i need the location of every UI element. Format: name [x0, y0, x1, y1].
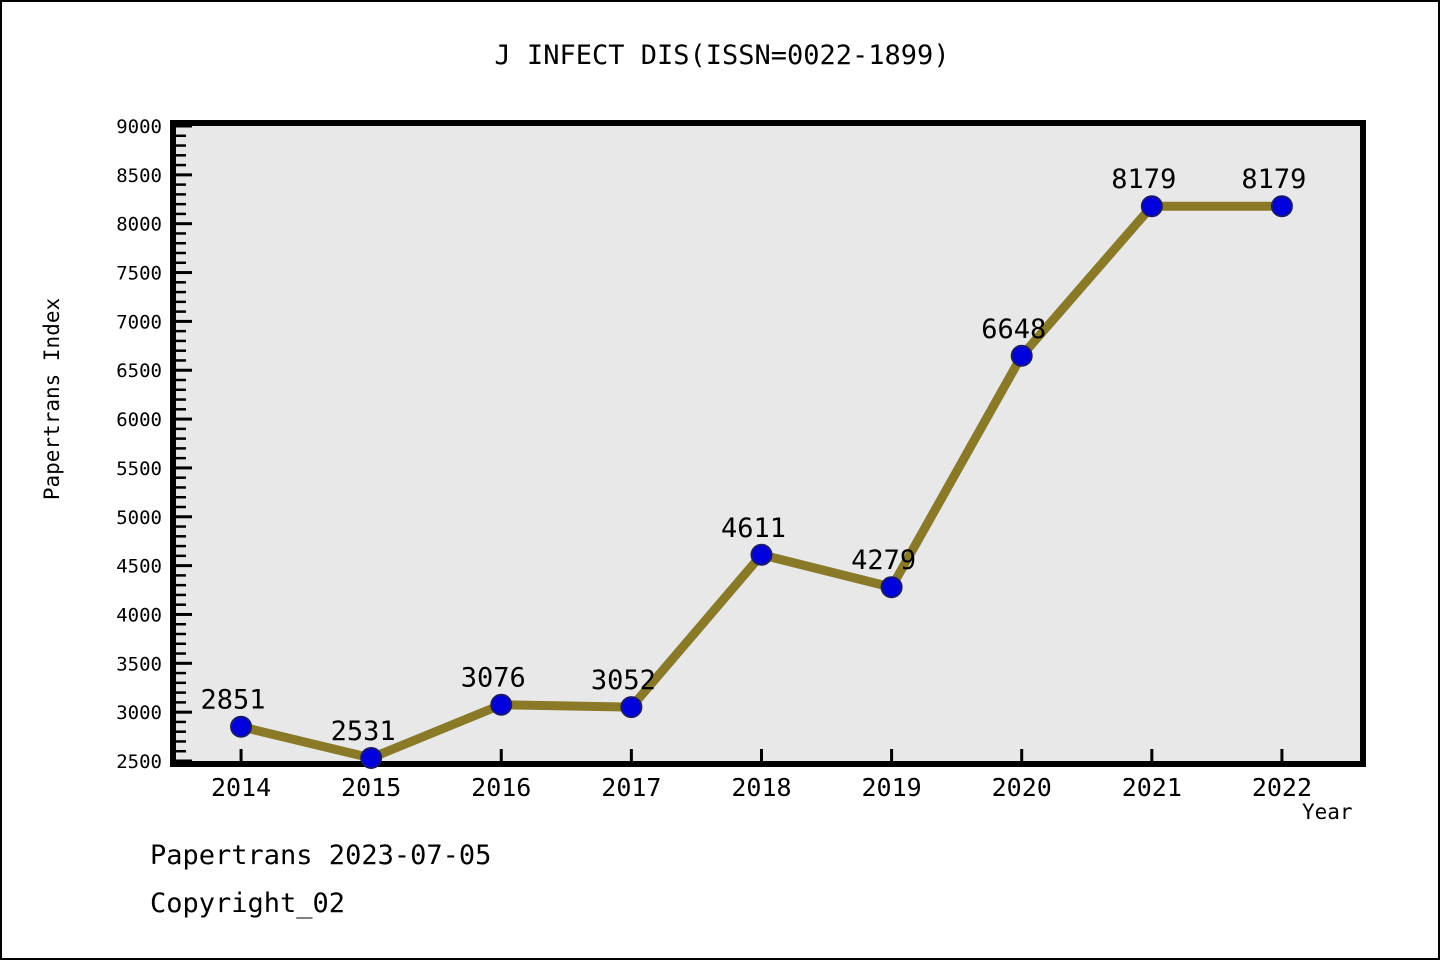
data-point-marker: [750, 543, 773, 566]
x-axis-label: Year: [1302, 800, 1353, 824]
y-tick-label: 6500: [116, 360, 162, 382]
y-axis-tick-labels: 2500 3000 3500 4000 4500 5000 5500 6000 6500 7000…: [116, 116, 162, 773]
x-tick-label: 2014: [211, 773, 271, 802]
data-point-marker: [1270, 195, 1293, 218]
y-tick-label: 5000: [116, 507, 162, 529]
data-point-value-label: 6648: [981, 314, 1046, 345]
y-tick-label: 4000: [116, 604, 162, 626]
chart-title: J INFECT DIS(ISSN=0022-1899): [494, 40, 950, 71]
data-point-marker: [880, 576, 903, 599]
data-point-marker: [1140, 195, 1163, 218]
x-tick-label: 2019: [861, 773, 921, 802]
x-tick-label: 2021: [1122, 773, 1182, 802]
y-tick-label: 9000: [116, 116, 162, 138]
y-axis-label: Papertrans Index: [40, 297, 64, 501]
data-point-value-label: 8179: [1111, 164, 1176, 195]
y-tick-label: 7500: [116, 263, 162, 285]
data-point-marker: [620, 696, 643, 719]
y-tick-label: 5500: [116, 458, 162, 480]
footer-date: Papertrans 2023-07-05: [150, 840, 492, 871]
y-tick-label: 8000: [116, 214, 162, 236]
series-markers: [230, 195, 1293, 769]
y-tick-label: 4500: [116, 556, 162, 578]
data-point-marker: [360, 746, 383, 769]
y-tick-label: 8500: [116, 165, 162, 187]
plot-area: [170, 120, 1366, 767]
x-tick-label: 2022: [1252, 773, 1312, 802]
x-tick-label: 2016: [471, 773, 531, 802]
x-tick-label: 2018: [731, 773, 791, 802]
data-point-value-label: 3052: [591, 665, 656, 696]
y-axis-ticks: [176, 124, 192, 763]
y-tick-label: 3000: [116, 702, 162, 724]
data-point-marker: [490, 693, 513, 716]
x-tick-label: 2017: [601, 773, 661, 802]
data-point-value-label: 2531: [331, 716, 396, 747]
data-point-value-label: 2851: [201, 685, 266, 716]
x-tick-label: 2020: [992, 773, 1052, 802]
data-point-labels: 2851 2531 3076 3052 4611 4279 6648 8179 8179: [201, 164, 1307, 747]
data-point-value-label: 4611: [721, 513, 786, 544]
y-tick-label: 6000: [116, 409, 162, 431]
plot-background: [173, 123, 1363, 764]
data-point-value-label: 8179: [1241, 164, 1306, 195]
plot-border: [170, 120, 1366, 767]
footer-copyright: Copyright_02: [150, 888, 346, 919]
data-point-value-label: 4279: [851, 545, 916, 576]
y-tick-label: 3500: [116, 653, 162, 675]
x-axis-tick-labels: 2014 2015 2016 2017 2018 2019 2020 2021 2022: [211, 773, 1312, 802]
x-tick-label: 2015: [341, 773, 401, 802]
data-point-value-label: 3076: [461, 663, 526, 694]
y-tick-label: 7000: [116, 311, 162, 333]
y-tick-label: 2500: [116, 751, 162, 773]
data-point-marker: [230, 715, 253, 738]
data-point-marker: [1010, 344, 1033, 367]
